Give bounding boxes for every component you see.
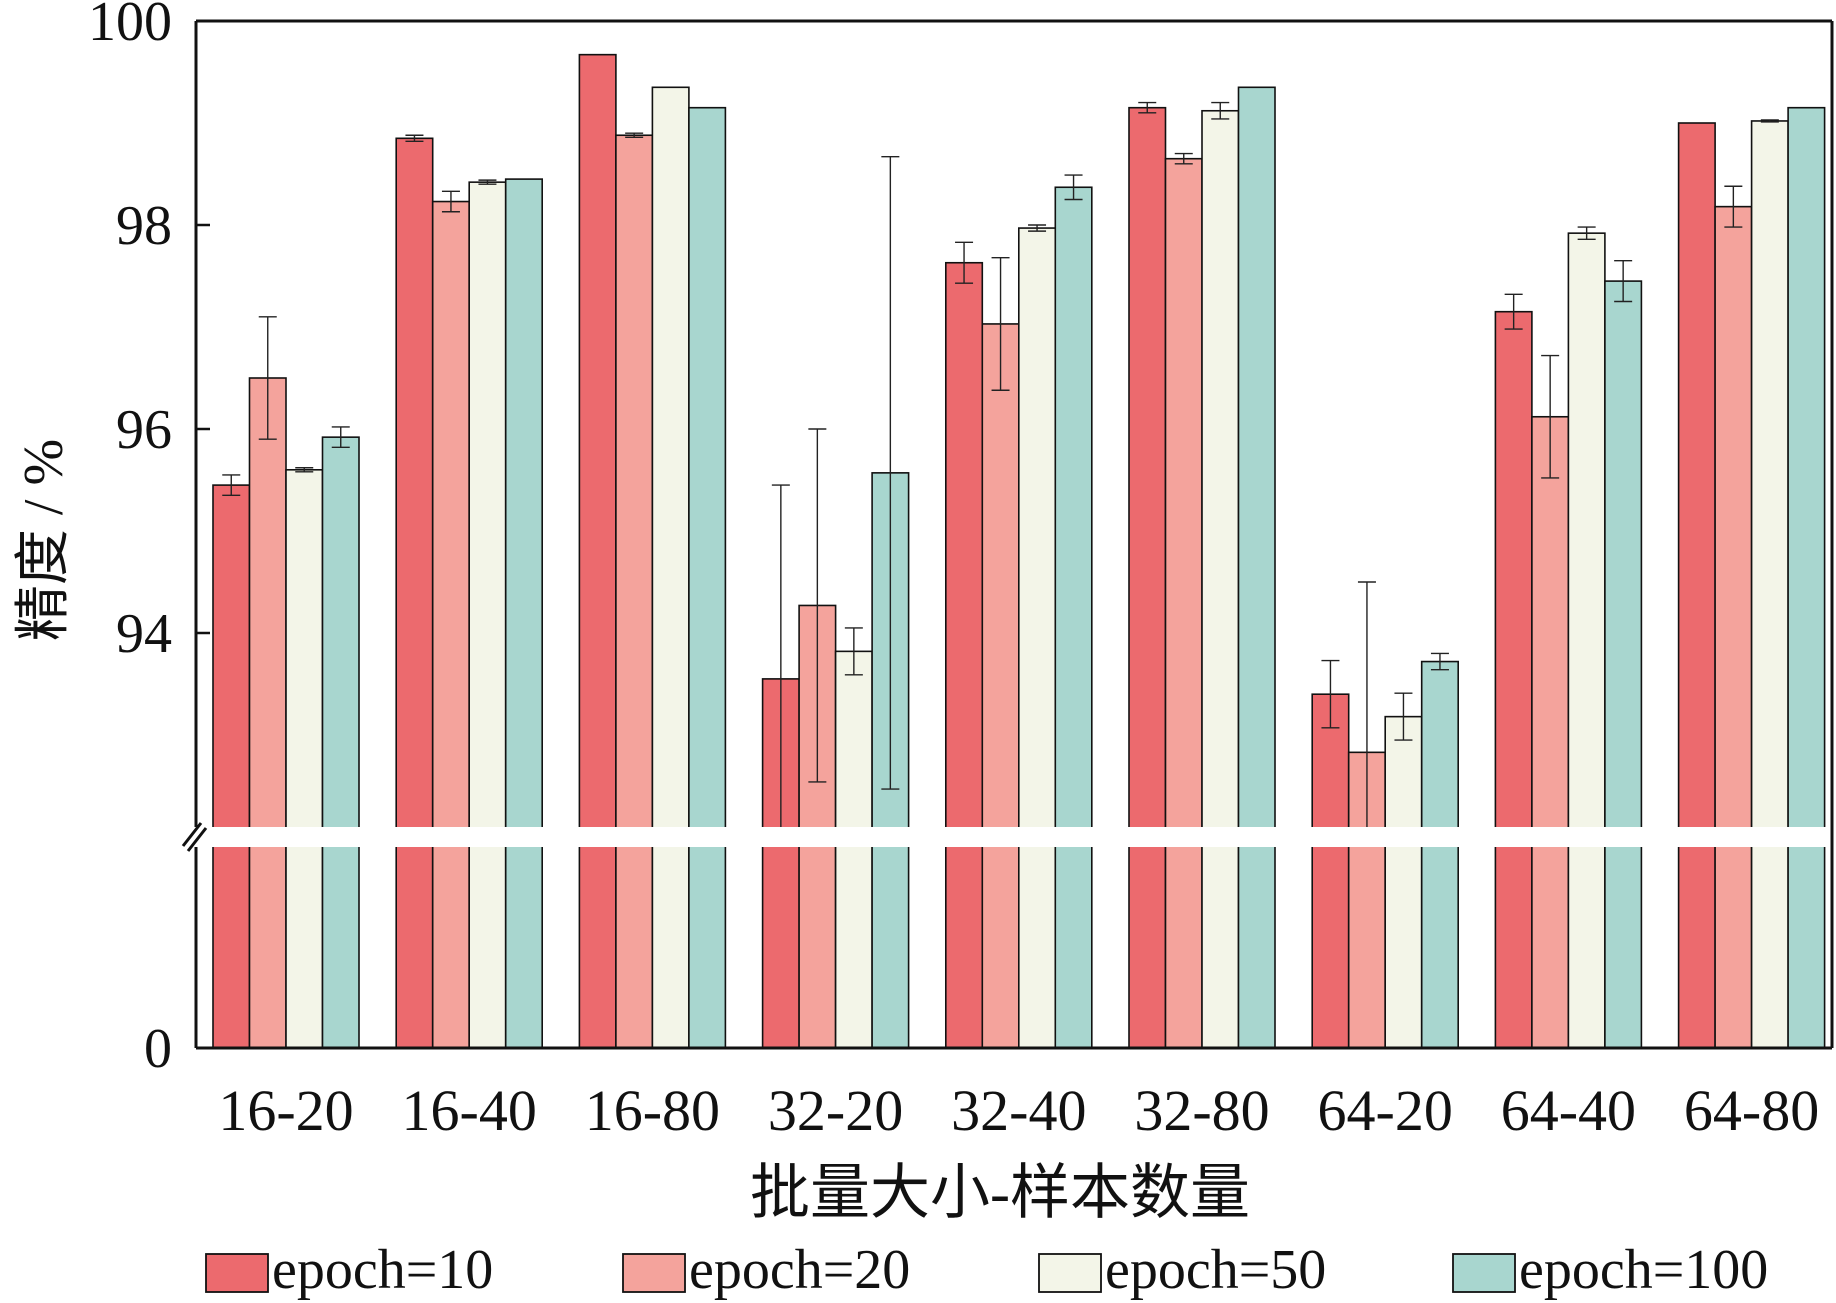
bar-epoch-100-64-40: [1604, 280, 1643, 1049]
x-category-label: 16-80: [585, 1078, 720, 1143]
bar-epoch-10-64-40: [1494, 310, 1533, 1049]
x-category-label: 32-20: [768, 1078, 903, 1143]
y-tick-label: 0: [144, 1018, 172, 1080]
bar-epoch-50-64-20: [1384, 715, 1423, 1049]
bar-epoch-100-64-80: [1787, 106, 1826, 1049]
legend-label-epoch-10: epoch=10: [272, 1239, 493, 1301]
axis-break-band: [170, 827, 1836, 847]
bar-epoch-10-16-80: [578, 53, 617, 1049]
x-category-label: 16-20: [218, 1078, 353, 1143]
x-category-labels: 16-20 16-40 16-80 32-20 32-40 32-80 64-20 64-40…: [218, 1078, 1819, 1143]
axis-break-mark: [181, 822, 203, 847]
bar-epoch-50-64-80: [1750, 120, 1789, 1049]
bar-epoch-10-64-80: [1677, 122, 1716, 1049]
bar-epoch-20-32-40: [981, 323, 1020, 1049]
bar-epoch-50-16-40: [468, 181, 507, 1049]
legend-label-epoch-20: epoch=20: [689, 1239, 910, 1301]
y-tick-label: 98: [116, 195, 172, 257]
bar-epoch-20-16-80: [615, 134, 654, 1049]
bar-epoch-100-16-20: [321, 436, 360, 1049]
legend-swatch-epoch-20: [622, 1253, 686, 1293]
bar-epoch-20-32-80: [1164, 157, 1203, 1049]
axis-break: [170, 822, 1836, 852]
bar-epoch-10-32-80: [1128, 106, 1167, 1049]
axes-layer: [194, 19, 1834, 1050]
bar-epoch-20-16-20: [248, 377, 287, 1049]
x-category-label: 32-80: [1134, 1078, 1269, 1143]
legend-label-epoch-50: epoch=50: [1105, 1239, 1326, 1301]
x-axis-label: 批量大小-样本数量: [750, 1160, 1250, 1226]
x-category-label: 64-20: [1318, 1078, 1453, 1143]
x-category-label: 16-40: [402, 1078, 537, 1143]
y-tick-label: 100: [88, 0, 172, 53]
bar-epoch-100-32-40: [1054, 186, 1093, 1049]
legend-swatch-epoch-50: [1038, 1253, 1102, 1293]
bar-epoch-50-32-20: [834, 650, 873, 1049]
x-category-label: 64-80: [1684, 1078, 1819, 1143]
bar-epoch-20-64-40: [1531, 415, 1570, 1049]
legend: epoch=10 epoch=20 epoch=50 epoch=100: [205, 1239, 1768, 1301]
bar-epoch-50-64-40: [1567, 232, 1606, 1049]
bar-epoch-100-64-20: [1420, 660, 1459, 1049]
legend-swatch-epoch-10: [205, 1253, 269, 1293]
y-tick-label: 94: [116, 603, 172, 665]
bar-epoch-50-32-80: [1201, 109, 1240, 1049]
bar-epoch-100-16-40: [504, 178, 544, 1049]
bar-epoch-100-32-80: [1237, 86, 1276, 1049]
bars-layer: [212, 53, 1826, 1049]
y-tick-label: 96: [116, 399, 172, 461]
y-tick-labels: 0 94 96 98 100: [88, 0, 210, 1080]
x-category-label: 32-40: [951, 1078, 1086, 1143]
legend-swatch-epoch-100: [1452, 1253, 1516, 1293]
bar-epoch-50-16-80: [651, 86, 690, 1049]
bar-epoch-50-16-20: [285, 468, 324, 1049]
bar-epoch-20-16-40: [431, 200, 471, 1049]
legend-label-epoch-100: epoch=100: [1519, 1239, 1768, 1301]
bar-epoch-10-16-40: [395, 137, 434, 1049]
bar-epoch-50-32-40: [1017, 227, 1057, 1049]
error-bars-layer: [222, 101, 1779, 840]
bar-epoch-10-16-20: [212, 484, 251, 1049]
x-category-label: 64-40: [1501, 1078, 1636, 1143]
bar-epoch-10-32-40: [944, 261, 984, 1049]
bar-epoch-100-16-80: [688, 106, 727, 1049]
bar-epoch-20-64-80: [1714, 205, 1753, 1049]
y-axis-label: 精度 / %: [13, 439, 75, 641]
bar-epoch-10-64-20: [1311, 693, 1350, 1049]
axis-break-mark: [186, 827, 208, 852]
